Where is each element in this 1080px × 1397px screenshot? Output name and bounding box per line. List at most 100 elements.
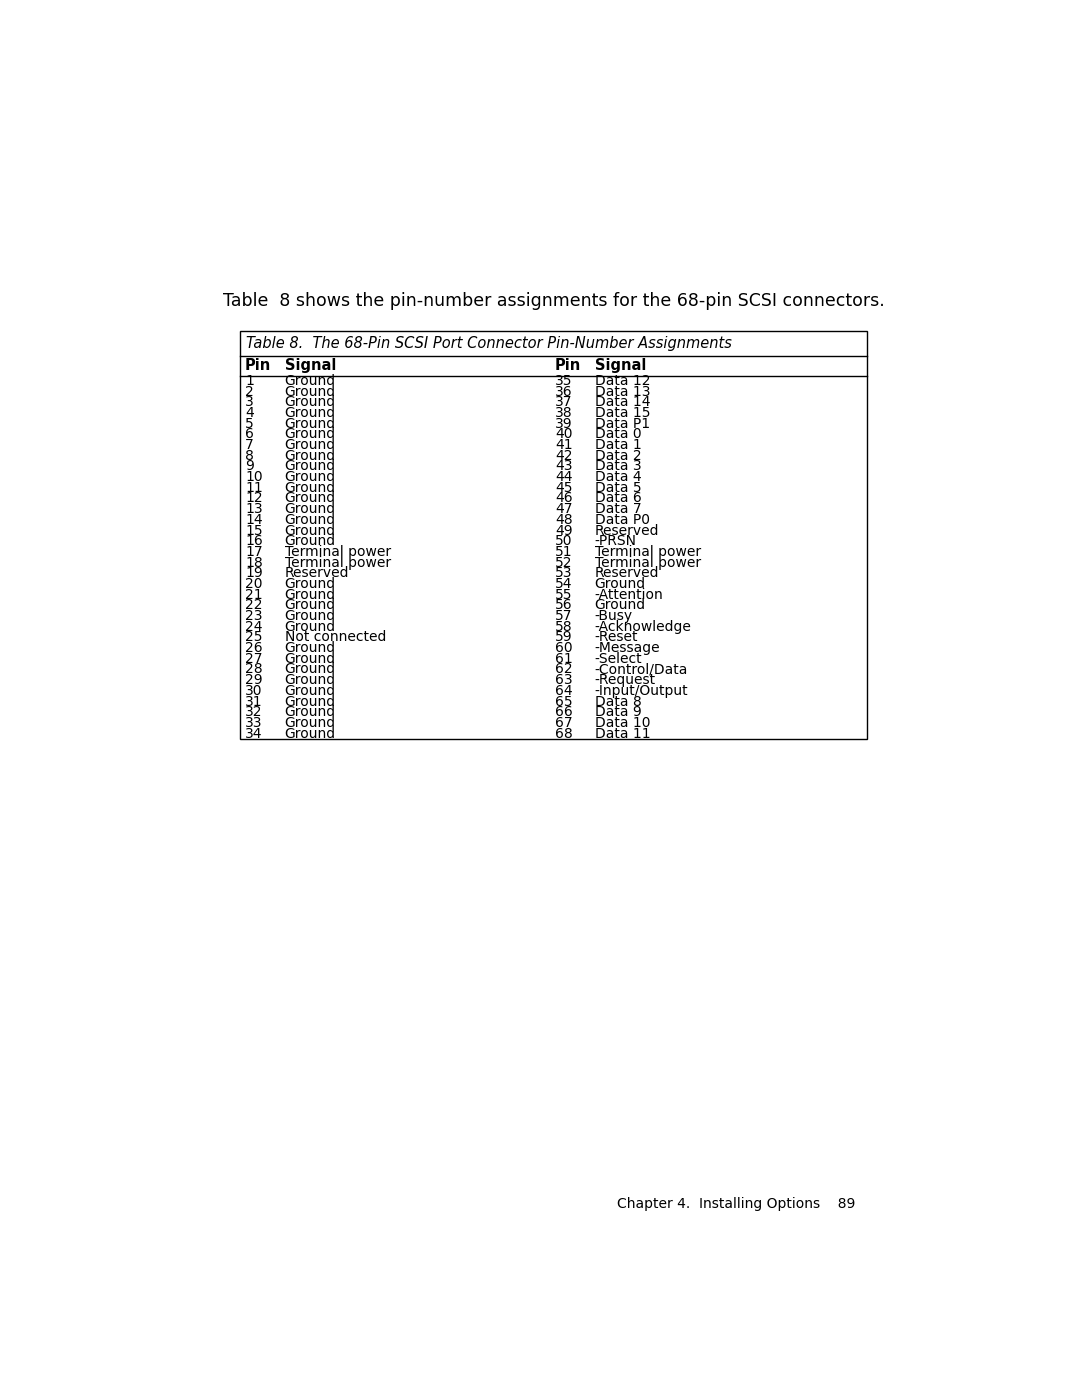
- Text: Ground: Ground: [284, 577, 336, 591]
- Text: 64: 64: [555, 685, 572, 698]
- Text: 29: 29: [245, 673, 262, 687]
- Text: 14: 14: [245, 513, 262, 527]
- Text: 34: 34: [245, 726, 262, 740]
- Text: -Input/Output: -Input/Output: [595, 685, 688, 698]
- Text: Ground: Ground: [284, 481, 336, 495]
- Text: Signal: Signal: [595, 358, 646, 373]
- Text: Ground: Ground: [284, 513, 336, 527]
- Text: -Acknowledge: -Acknowledge: [595, 620, 691, 634]
- Text: 32: 32: [245, 705, 262, 719]
- Text: 57: 57: [555, 609, 572, 623]
- Text: Data P0: Data P0: [595, 513, 649, 527]
- Text: Chapter 4.  Installing Options    89: Chapter 4. Installing Options 89: [618, 1197, 855, 1211]
- Text: Data 11: Data 11: [595, 726, 650, 740]
- Text: Ground: Ground: [284, 502, 336, 515]
- Text: 11: 11: [245, 481, 262, 495]
- Text: 10: 10: [245, 469, 262, 485]
- Text: Ground: Ground: [284, 416, 336, 430]
- Text: 58: 58: [555, 620, 572, 634]
- Text: Pin: Pin: [555, 358, 581, 373]
- Text: 48: 48: [555, 513, 572, 527]
- Text: 15: 15: [245, 524, 262, 538]
- Text: Ground: Ground: [284, 620, 336, 634]
- Text: -Attention: -Attention: [595, 588, 663, 602]
- Text: Data 0: Data 0: [595, 427, 642, 441]
- Text: Ground: Ground: [284, 685, 336, 698]
- Text: Ground: Ground: [284, 641, 336, 655]
- Text: Data 1: Data 1: [595, 439, 642, 453]
- Text: 30: 30: [245, 685, 262, 698]
- Text: Ground: Ground: [284, 694, 336, 708]
- Text: -PRSN: -PRSN: [595, 534, 636, 548]
- Text: Signal: Signal: [284, 358, 336, 373]
- Text: 52: 52: [555, 556, 572, 570]
- Text: 7: 7: [245, 439, 254, 453]
- Text: Ground: Ground: [284, 384, 336, 398]
- Text: 16: 16: [245, 534, 262, 548]
- Text: 41: 41: [555, 439, 572, 453]
- Text: 60: 60: [555, 641, 572, 655]
- Text: 50: 50: [555, 534, 572, 548]
- Text: 9: 9: [245, 460, 254, 474]
- Text: 4: 4: [245, 407, 254, 420]
- Text: Terminal power: Terminal power: [595, 545, 701, 559]
- Text: 26: 26: [245, 641, 262, 655]
- Text: 61: 61: [555, 652, 572, 666]
- Text: Ground: Ground: [595, 598, 646, 612]
- Text: Ground: Ground: [284, 652, 336, 666]
- Text: Data 8: Data 8: [595, 694, 642, 708]
- Text: Table  8 shows the pin-number assignments for the 68-pin SCSI connectors.: Table 8 shows the pin-number assignments…: [222, 292, 885, 310]
- Text: 31: 31: [245, 694, 262, 708]
- Text: 38: 38: [555, 407, 572, 420]
- Text: 47: 47: [555, 502, 572, 515]
- Text: 53: 53: [555, 566, 572, 580]
- Text: 2: 2: [245, 384, 254, 398]
- Text: 44: 44: [555, 469, 572, 485]
- Text: Data 12: Data 12: [595, 374, 650, 388]
- Text: -Busy: -Busy: [595, 609, 633, 623]
- Text: Ground: Ground: [284, 705, 336, 719]
- Text: Pin: Pin: [245, 358, 271, 373]
- Text: Not connected: Not connected: [284, 630, 386, 644]
- Text: 55: 55: [555, 588, 572, 602]
- Text: 20: 20: [245, 577, 262, 591]
- Text: 1: 1: [245, 374, 254, 388]
- Text: Ground: Ground: [284, 374, 336, 388]
- Text: Ground: Ground: [284, 524, 336, 538]
- Text: 43: 43: [555, 460, 572, 474]
- Text: 6: 6: [245, 427, 254, 441]
- Text: 12: 12: [245, 492, 262, 506]
- Text: Ground: Ground: [284, 395, 336, 409]
- Text: Data 14: Data 14: [595, 395, 650, 409]
- Text: -Message: -Message: [595, 641, 660, 655]
- Text: Table 8.  The 68-Pin SCSI Port Connector Pin-Number Assignments: Table 8. The 68-Pin SCSI Port Connector …: [246, 335, 732, 351]
- Text: Terminal power: Terminal power: [284, 545, 391, 559]
- Text: Data 13: Data 13: [595, 384, 650, 398]
- Text: Ground: Ground: [284, 534, 336, 548]
- Text: Ground: Ground: [284, 407, 336, 420]
- Text: 54: 54: [555, 577, 572, 591]
- Text: Reserved: Reserved: [595, 524, 659, 538]
- Text: -Control/Data: -Control/Data: [595, 662, 688, 676]
- Text: Data 5: Data 5: [595, 481, 642, 495]
- Text: Ground: Ground: [284, 673, 336, 687]
- Text: Ground: Ground: [595, 577, 646, 591]
- Text: 18: 18: [245, 556, 262, 570]
- Text: 39: 39: [555, 416, 572, 430]
- Text: 5: 5: [245, 416, 254, 430]
- Text: Ground: Ground: [284, 588, 336, 602]
- Text: 51: 51: [555, 545, 572, 559]
- Text: 22: 22: [245, 598, 262, 612]
- Text: 37: 37: [555, 395, 572, 409]
- Text: Ground: Ground: [284, 460, 336, 474]
- Text: Ground: Ground: [284, 609, 336, 623]
- Text: 27: 27: [245, 652, 262, 666]
- Text: 59: 59: [555, 630, 572, 644]
- Text: 67: 67: [555, 715, 572, 731]
- Text: 35: 35: [555, 374, 572, 388]
- Text: 65: 65: [555, 694, 572, 708]
- Text: 24: 24: [245, 620, 262, 634]
- Text: 33: 33: [245, 715, 262, 731]
- Text: 68: 68: [555, 726, 572, 740]
- Text: 63: 63: [555, 673, 572, 687]
